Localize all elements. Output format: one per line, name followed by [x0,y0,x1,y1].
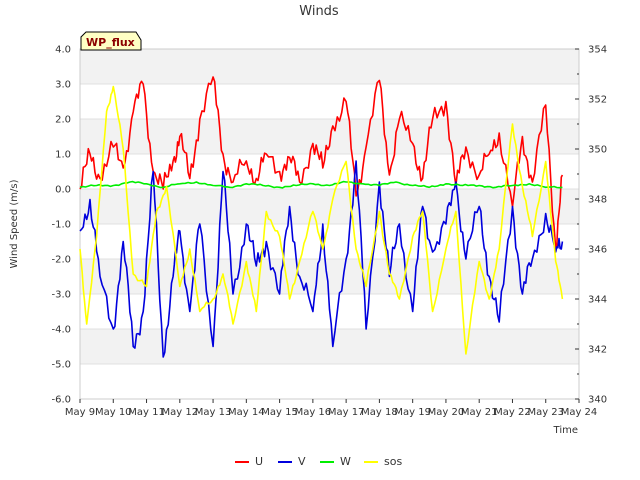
badge-shape [80,31,142,51]
chart-title: Winds [299,4,339,19]
series-lines [79,76,564,358]
x-tick-label: May 14 [228,407,265,418]
x-tick-label: May 11 [128,407,165,418]
x-tick-label: May 24 [561,407,598,418]
x-tick-label: May 23 [527,407,564,418]
y-tick-label: -4.0 [51,325,71,336]
y2-tick-label: 352 [588,95,607,106]
y2-tick-label: 344 [588,295,607,306]
x-tick-label: May 10 [95,407,132,418]
y-tick-label: -3.0 [51,290,71,301]
background-band [80,119,579,154]
y2-axis-ticks: 340 342 344 346 348 350 352 354 [575,45,607,406]
x-tick-label: May 19 [394,407,431,418]
y2-tick-label: 340 [588,395,607,406]
y2-tick-label: 354 [588,45,607,56]
y-tick-label: 1.0 [55,150,71,161]
background-band [80,364,579,399]
x-axis-label: Time [553,425,578,436]
y2-tick-label: 342 [588,345,607,356]
series-line-u [79,76,564,250]
y-tick-label: 0.0 [55,185,71,196]
background-band [80,154,579,189]
series-line-w [79,180,563,189]
y-tick-label: -5.0 [51,360,71,371]
x-tick-label: May 15 [261,407,298,418]
background-band [80,224,579,259]
x-tick-label: May 17 [328,407,365,418]
background-band [80,49,579,84]
y-tick-label: 3.0 [55,80,71,91]
y-tick-label: -6.0 [51,395,71,406]
y2-tick-label: 348 [588,195,607,206]
legend-label-sos: sos [384,455,402,468]
y2-tick-label: 346 [588,245,607,256]
y2-tick-label: 350 [588,145,607,156]
x-tick-label: May 12 [162,407,199,418]
x-tick-label: May 16 [295,407,332,418]
x-tick-label: May 13 [195,407,232,418]
y-tick-label: -2.0 [51,255,71,266]
y-axis-label: Wind Speed (m/s) [9,179,20,268]
x-tick-label: May 18 [361,407,398,418]
x-tick-label: May 21 [461,407,498,418]
badge-label: WP_flux [86,36,135,49]
y-tick-label: 4.0 [55,45,71,56]
y-axis-ticks: -6.0 -5.0 -4.0 -3.0 -2.0 -1.0 0.0 1.0 2.0 3.0 4.0 [51,45,71,406]
legend-label-v: V [298,455,306,468]
legend-label-w: W [340,455,351,468]
x-tick-label: May 22 [494,407,531,418]
station-badge: WP_flux [80,31,142,51]
background-band [80,84,579,119]
series-line-sos [79,85,564,355]
x-tick-label: May 9 [65,407,95,418]
y-tick-label: 2.0 [55,115,71,126]
series-line-v [79,160,564,358]
legend-label-u: U [255,455,263,468]
x-tick-label: May 20 [428,407,465,418]
y-tick-label: -1.0 [51,220,71,231]
background-band [80,329,579,364]
